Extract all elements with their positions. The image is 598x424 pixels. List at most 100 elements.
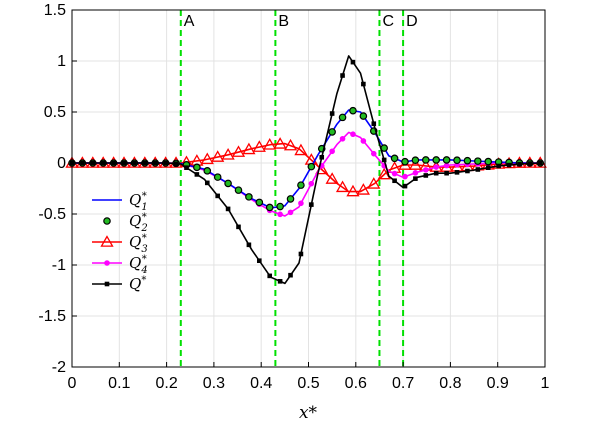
legend-swatch-marker xyxy=(103,217,111,225)
data-point xyxy=(252,140,266,152)
data-point xyxy=(432,156,441,164)
data-point xyxy=(277,211,283,218)
data-point xyxy=(340,73,345,78)
x-tick-label: 0 xyxy=(68,375,77,392)
data-point xyxy=(346,184,360,197)
data-point xyxy=(245,193,253,201)
data-point xyxy=(231,145,246,157)
data-point xyxy=(485,165,491,170)
data-point xyxy=(433,170,439,176)
data-point xyxy=(350,131,356,138)
y-tick-label: 0 xyxy=(57,155,66,172)
data-point xyxy=(286,195,295,203)
data-point xyxy=(242,142,256,155)
data-point xyxy=(263,138,277,150)
data-point xyxy=(200,152,214,165)
data-point xyxy=(422,156,430,164)
data-point xyxy=(298,200,304,207)
data-point xyxy=(465,168,470,174)
data-point xyxy=(287,209,294,216)
data-point xyxy=(111,160,116,166)
region-label-c: C xyxy=(382,13,394,30)
data-point xyxy=(319,154,325,160)
data-point xyxy=(411,156,420,165)
data-point xyxy=(325,172,339,184)
data-point xyxy=(390,154,399,163)
data-point xyxy=(381,157,387,163)
data-point xyxy=(283,138,298,151)
series-5 xyxy=(69,55,543,285)
data-point xyxy=(234,186,243,194)
data-point xyxy=(474,157,482,165)
data-point xyxy=(463,156,472,165)
legend: Q1*Q2*Q3*Q4*Q* xyxy=(92,191,148,293)
legend-entry-3: Q3* xyxy=(92,233,148,255)
data-point xyxy=(211,150,225,162)
data-point xyxy=(442,156,451,164)
data-point xyxy=(398,158,412,170)
data-point xyxy=(454,170,460,175)
data-point xyxy=(433,164,440,170)
x-tick-label: 0.5 xyxy=(297,375,319,392)
data-point xyxy=(537,160,543,166)
data-point xyxy=(246,242,252,248)
data-point xyxy=(90,160,96,166)
y-tick-label: 1 xyxy=(57,53,66,70)
data-point xyxy=(496,163,501,169)
data-point xyxy=(412,170,419,176)
data-point xyxy=(371,121,377,126)
legend-swatch-marker xyxy=(104,281,110,287)
data-point xyxy=(173,161,179,166)
data-point xyxy=(506,162,512,168)
data-point xyxy=(204,180,210,186)
data-point xyxy=(288,272,293,278)
data-point xyxy=(184,165,189,170)
data-point xyxy=(194,172,200,177)
data-point xyxy=(236,224,241,230)
data-point xyxy=(484,157,493,166)
data-point xyxy=(377,167,391,180)
data-point xyxy=(443,162,450,169)
data-point xyxy=(329,148,335,155)
data-point xyxy=(402,173,408,180)
x-tick-label: 0.1 xyxy=(108,375,130,392)
data-point xyxy=(423,173,429,178)
data-point xyxy=(475,167,481,172)
ticks: 0 0.1 0.2 0.3 0.4 0.5 0.6 0.7 0.8 0.9 1 -2 -1.5 -1 -0.… xyxy=(38,2,549,392)
data-point xyxy=(360,138,367,144)
data-point xyxy=(309,202,314,207)
data-point xyxy=(255,198,264,207)
data-point xyxy=(215,193,220,199)
data-point xyxy=(294,143,308,156)
y-tick-label: -2 xyxy=(52,359,66,376)
data-point xyxy=(100,160,106,166)
legend-label: Q4* xyxy=(129,254,148,276)
data-point xyxy=(350,59,356,65)
data-point xyxy=(267,273,273,279)
data-point xyxy=(163,160,168,166)
data-point xyxy=(402,183,408,189)
x-tick-label: 0.8 xyxy=(439,375,461,392)
x-tick-label: 0.2 xyxy=(155,375,177,392)
legend-label: Q* xyxy=(129,275,146,293)
x-tick-label: 0.3 xyxy=(203,375,225,392)
x-tick-label: 0.6 xyxy=(345,375,367,392)
data-point xyxy=(193,163,201,172)
data-point xyxy=(423,167,429,173)
data-point xyxy=(203,167,212,175)
legend-entry-2: Q2* xyxy=(103,212,148,234)
region-label-a: A xyxy=(184,13,195,30)
legend-entry-4: Q4* xyxy=(92,254,148,276)
legend-entry-1: Q1* xyxy=(92,191,148,213)
data-point xyxy=(401,157,409,166)
data-point xyxy=(444,170,449,176)
data-point xyxy=(265,203,274,212)
y-tick-label: -0.5 xyxy=(38,206,66,223)
data-point xyxy=(453,156,461,165)
data-point xyxy=(80,160,85,166)
series-group xyxy=(65,55,547,285)
x-tick-label: 0.7 xyxy=(392,375,414,392)
data-point xyxy=(213,173,222,181)
